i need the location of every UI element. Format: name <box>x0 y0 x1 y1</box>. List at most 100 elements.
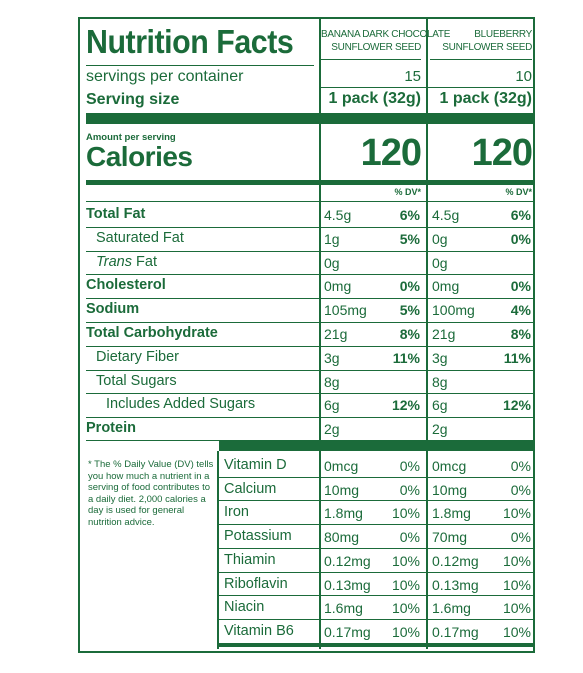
nutrient-amount: 3g <box>432 349 448 366</box>
nutrient-dv: 0% <box>399 278 420 295</box>
serving-size-label: Serving size <box>86 91 180 108</box>
column-divider-1 <box>319 19 321 649</box>
vitamin-amount: 0.12mg <box>432 552 479 569</box>
nutrient-amount: 0mg <box>324 278 352 295</box>
calories-value: 120 <box>471 132 533 174</box>
serving-size-value: 1 pack (32g) <box>439 90 532 107</box>
nutrient-dv: 8% <box>510 326 531 342</box>
nutrient-dv: 4% <box>510 302 531 319</box>
product-name-line1: BANANA DARK CHOCOLATE <box>321 29 451 40</box>
nutrient-dv: 11% <box>392 349 420 366</box>
vitamin-dv: 10% <box>502 552 531 569</box>
nutrient-label: Protein <box>86 420 136 436</box>
product-name-line1: BLUEBERRY <box>474 29 532 40</box>
nutrient-dv: 0% <box>510 278 531 295</box>
nutrient-amount: 0g <box>432 254 448 271</box>
vitamin-dv: 0% <box>510 481 531 498</box>
nutrient-label-text: Total Sugars <box>96 372 177 389</box>
calories-value: 120 <box>360 132 422 174</box>
vitamin-rule <box>219 595 533 597</box>
dv-header: % DV* <box>505 187 532 197</box>
nutrient-label-text: Protein <box>86 420 136 437</box>
title-rule <box>86 65 314 66</box>
nutrient-amount: 8g <box>324 373 340 390</box>
nutrient-label: Sodium <box>86 301 139 317</box>
vitamin-amount: 0.17mg <box>432 623 479 640</box>
vitamin-amount: 1.6mg <box>432 600 471 617</box>
nutrient-amount: 3g <box>324 349 340 366</box>
vitamin-amount: 0.13mg <box>324 576 371 593</box>
nutrient-amount: 8g <box>432 373 448 390</box>
vitamin-dv: 0% <box>510 529 531 546</box>
nutrient-dv: 12% <box>391 397 420 414</box>
servings-count: 15 <box>404 68 421 85</box>
row-rule <box>86 369 533 371</box>
vitamin-amount: 10mg <box>432 481 468 498</box>
vitamin-dv: 10% <box>391 505 420 522</box>
row-rule <box>86 393 533 395</box>
vitamin-label: Iron <box>224 504 249 521</box>
nutrient-dv: 0% <box>510 230 531 247</box>
vitamin-amount: 1.8mg <box>432 505 471 522</box>
nutrient-label-text: Sodium <box>86 301 140 318</box>
nutrient-amount: 100mg <box>432 302 475 319</box>
vitamin-dv: 10% <box>502 600 531 617</box>
nutrient-label-text: Total Fat <box>86 206 146 222</box>
nutrient-label: Trans Fat <box>96 254 157 270</box>
label-title: Nutrition Facts <box>86 23 294 60</box>
nutrient-amount: 0mg <box>432 278 460 295</box>
vitamin-amount: 80mg <box>324 529 360 546</box>
nutrient-amount: 21g <box>324 326 348 342</box>
nutrient-label: Total Sugars <box>96 373 177 389</box>
nutrient-label: Cholesterol <box>86 277 166 293</box>
row-rule <box>86 322 533 323</box>
vitamin-label: Vitamin D <box>224 457 287 473</box>
vitamin-label: Riboflavin <box>224 575 288 592</box>
vitamin-rule <box>219 618 533 620</box>
footnote: * The % Daily Value (DV) tells you how m… <box>88 459 214 528</box>
nutrient-label-text: Saturated Fat <box>96 229 184 246</box>
nutrient-dv: 8% <box>399 326 420 342</box>
vitamin-amount: 70mg <box>432 529 468 546</box>
nutrient-amount: 6g <box>432 397 448 414</box>
vitamin-rule <box>219 547 533 549</box>
vitamin-dv: 10% <box>391 600 420 617</box>
servings-label: servings per container <box>86 68 244 85</box>
nutrient-label-text: Fat <box>132 253 157 270</box>
thick-bar-bottom <box>219 440 533 451</box>
vitamin-label: Niacin <box>224 599 265 616</box>
serving-size-value: 1 pack (32g) <box>328 90 421 107</box>
nutrient-dv: 11% <box>503 349 531 366</box>
nutrient-amount: 0g <box>432 230 448 247</box>
nutrient-label: Includes Added Sugars <box>106 396 255 412</box>
vitamin-dv: 0% <box>510 458 531 474</box>
nutrient-label-text: Cholesterol <box>86 277 166 294</box>
nutrient-label: Total Fat <box>86 206 145 222</box>
vitamin-amount: 0.13mg <box>432 576 479 593</box>
vitamin-rule <box>219 500 533 502</box>
row-rule <box>86 298 533 300</box>
vitamin-dv: 0% <box>399 458 420 474</box>
dv-header: % DV* <box>394 187 421 197</box>
row-rule <box>86 250 533 252</box>
row-rule <box>86 226 533 228</box>
vitamin-dv: 10% <box>502 623 531 640</box>
row-rule <box>86 345 533 347</box>
nutrient-amount: 2g <box>324 421 340 438</box>
nutrient-amount: 4.5g <box>432 207 460 223</box>
row-rule <box>86 274 533 276</box>
servings-rule <box>321 87 533 88</box>
vitamin-dv: 10% <box>391 576 420 593</box>
product-name-rule <box>321 59 421 60</box>
nutrient-amount: 21g <box>432 326 456 342</box>
vitamin-divider <box>217 451 219 649</box>
product-name-line2: SUNFLOWER SEED <box>442 42 532 53</box>
vitamin-dv: 10% <box>391 552 420 569</box>
nutrient-dv: 5% <box>399 230 420 247</box>
nutrient-amount: 105mg <box>324 302 367 319</box>
nutrient-amount: 2g <box>432 421 448 438</box>
nutrient-dv: 12% <box>502 397 531 414</box>
vitamin-rule <box>219 524 533 526</box>
nutrient-amount: 1g <box>324 230 340 247</box>
product-name-rule <box>430 59 532 60</box>
